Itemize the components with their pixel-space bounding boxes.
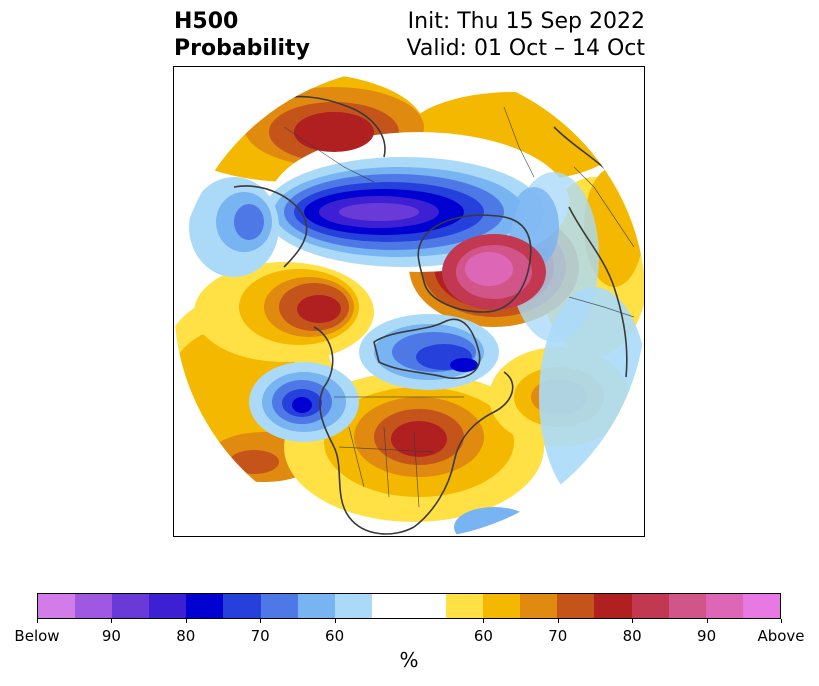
colorbar-segment [742, 594, 780, 618]
init-date: Init: Thu 15 Sep 2022 [407, 9, 645, 34]
map-title: H500 Probability [174, 8, 310, 62]
colorbar-segment [223, 594, 261, 618]
colorbar-tick-mark [111, 619, 113, 623]
colorbar-segment [149, 594, 187, 618]
colorbar-tick-label: Below [14, 627, 60, 645]
colorbar-tick-mark [483, 619, 485, 623]
colorbar-segment [520, 594, 558, 618]
colorbar-tick-mark [557, 619, 559, 623]
title-line-2: Probability [174, 36, 310, 61]
colorbar-tick-label: 70 [250, 627, 270, 645]
colorbar-segment [446, 594, 484, 618]
colorbar-segment [631, 594, 669, 618]
colorbar-segment [483, 594, 521, 618]
colorbar-tick-mark [185, 619, 187, 623]
valid-range: Valid: 01 Oct – 14 Oct [406, 36, 645, 61]
colorbar-tick-label: Above [757, 627, 805, 645]
coastlines [233, 95, 628, 535]
colorbar-tick-mark [260, 619, 262, 623]
colorbar-segment [260, 594, 298, 618]
colorbar-segment [594, 594, 632, 618]
colorbar-unit-label: % [399, 648, 419, 672]
colorbar-segment [705, 594, 743, 618]
colorbar-tick-mark [632, 619, 634, 623]
probability-map [173, 66, 645, 537]
colorbar-tick-label: 80 [622, 627, 642, 645]
colorbar-tick-label: 80 [176, 627, 196, 645]
colorbar-tick-label: 90 [697, 627, 717, 645]
colorbar-tick-label: 60 [325, 627, 345, 645]
probability-colorbar [37, 593, 781, 619]
title-line-1: H500 [174, 9, 239, 34]
colorbar-segment [38, 594, 76, 618]
date-info: Init: Thu 15 Sep 2022 Valid: 01 Oct – 14… [407, 8, 645, 62]
colorbar-segment [334, 594, 372, 618]
colorbar-segment [371, 594, 409, 618]
colorbar-tick-label: 60 [473, 627, 493, 645]
colorbar-tick-mark [334, 619, 336, 623]
colorbar-segment [297, 594, 335, 618]
colorbar-segment [112, 594, 150, 618]
colorbar-tick-mark [37, 619, 38, 623]
colorbar-tick-mark [706, 619, 708, 623]
colorbar-segment [557, 594, 595, 618]
colorbar-tick-mark [781, 619, 782, 623]
colorbar-tick-label: 90 [101, 627, 121, 645]
colorbar-segment [186, 594, 224, 618]
colorbar-segment [408, 594, 447, 618]
colorbar-tick-label: 70 [548, 627, 568, 645]
borders [283, 106, 635, 508]
colorbar-segment [668, 594, 706, 618]
colorbar-segment [75, 594, 113, 618]
